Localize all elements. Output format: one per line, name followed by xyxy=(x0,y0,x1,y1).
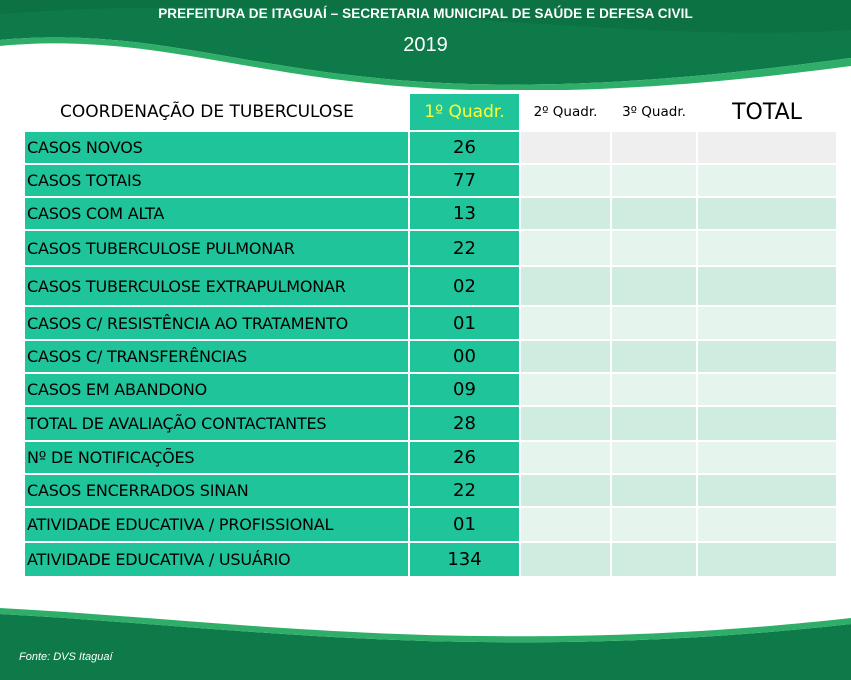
footer-band xyxy=(0,600,851,680)
row-q3-value xyxy=(612,508,696,541)
row-q2-value xyxy=(521,341,610,372)
row-q2-value xyxy=(521,442,610,473)
row-total-value xyxy=(698,442,836,473)
table-row: CASOS ENCERRADOS SINAN 22 xyxy=(25,475,836,506)
row-q1-value: 22 xyxy=(410,475,519,506)
row-total-value xyxy=(698,132,836,163)
row-label: CASOS C/ TRANSFERÊNCIAS xyxy=(25,341,408,372)
row-q2-value xyxy=(521,307,610,339)
header-band: PREFEITURA DE ITAGUAÍ – SECRETARIA MUNIC… xyxy=(0,0,851,90)
header-title: PREFEITURA DE ITAGUAÍ – SECRETARIA MUNIC… xyxy=(158,6,693,21)
row-q3-value xyxy=(612,165,696,196)
footer-source: Fonte: DVS Itaguaí xyxy=(19,651,113,663)
row-total-value xyxy=(698,475,836,506)
row-label: ATIVIDADE EDUCATIVA / USUÁRIO xyxy=(25,543,408,576)
row-total-value xyxy=(698,231,836,265)
column-header-coordination: COORDENAÇÃO DE TUBERCULOSE xyxy=(25,94,408,130)
row-q3-value xyxy=(612,475,696,506)
row-q2-value xyxy=(521,508,610,541)
row-q2-value xyxy=(521,267,610,305)
row-q3-value xyxy=(612,231,696,265)
row-total-value xyxy=(698,165,836,196)
table-row: CASOS EM ABANDONO 09 xyxy=(25,374,836,405)
row-total-value xyxy=(698,508,836,541)
table-row: CASOS TOTAIS 77 xyxy=(25,165,836,196)
row-total-value xyxy=(698,543,836,576)
row-label: CASOS EM ABANDONO xyxy=(25,374,408,405)
table-row: CASOS TUBERCULOSE PULMONAR 22 xyxy=(25,231,836,265)
row-q1-value: 26 xyxy=(410,132,519,163)
row-label: CASOS TUBERCULOSE PULMONAR xyxy=(25,231,408,265)
row-q1-value: 00 xyxy=(410,341,519,372)
row-q1-value: 13 xyxy=(410,198,519,229)
header-wave-decoration xyxy=(0,0,851,90)
row-q1-value: 77 xyxy=(410,165,519,196)
row-q2-value xyxy=(521,231,610,265)
row-q2-value xyxy=(521,132,610,163)
table-row: CASOS COM ALTA 13 xyxy=(25,198,836,229)
header-year: 2019 xyxy=(403,34,448,56)
row-label: TOTAL DE AVALIAÇÃO CONTACTANTES xyxy=(25,407,408,440)
row-total-value xyxy=(698,307,836,339)
column-header-q2: 2º Quadr. xyxy=(521,94,610,130)
row-q3-value xyxy=(612,442,696,473)
table-row: CASOS TUBERCULOSE EXTRAPULMONAR 02 xyxy=(25,267,836,305)
row-q3-value xyxy=(612,407,696,440)
row-total-value xyxy=(698,407,836,440)
row-q2-value xyxy=(521,407,610,440)
row-label: CASOS ENCERRADOS SINAN xyxy=(25,475,408,506)
table-row: Nº DE NOTIFICAÇÕES 26 xyxy=(25,442,836,473)
column-header-q3: 3º Quadr. xyxy=(612,94,696,130)
row-q3-value xyxy=(612,341,696,372)
column-header-total: TOTAL xyxy=(698,94,836,130)
row-label: Nº DE NOTIFICAÇÕES xyxy=(25,442,408,473)
table-row: ATIVIDADE EDUCATIVA / PROFISSIONAL 01 xyxy=(25,508,836,541)
row-q1-value: 01 xyxy=(410,307,519,339)
row-q3-value xyxy=(612,307,696,339)
row-q1-value: 26 xyxy=(410,442,519,473)
row-q2-value xyxy=(521,475,610,506)
row-q3-value xyxy=(612,543,696,576)
row-total-value xyxy=(698,267,836,305)
row-q3-value xyxy=(612,267,696,305)
row-q2-value xyxy=(521,374,610,405)
row-q2-value xyxy=(521,198,610,229)
column-header-q1: 1º Quadr. xyxy=(410,94,519,130)
row-total-value xyxy=(698,374,836,405)
table-row: CASOS NOVOS 26 xyxy=(25,132,836,163)
row-total-value xyxy=(698,198,836,229)
row-q2-value xyxy=(521,165,610,196)
row-label: ATIVIDADE EDUCATIVA / PROFISSIONAL xyxy=(25,508,408,541)
row-q1-value: 09 xyxy=(410,374,519,405)
footer-wave-decoration xyxy=(0,608,851,680)
row-q3-value xyxy=(612,198,696,229)
table-row: ATIVIDADE EDUCATIVA / USUÁRIO 134 xyxy=(25,543,836,576)
row-q2-value xyxy=(521,543,610,576)
row-q1-value: 28 xyxy=(410,407,519,440)
row-q3-value xyxy=(612,132,696,163)
tuberculosis-report-table: COORDENAÇÃO DE TUBERCULOSE 1º Quadr. 2º … xyxy=(23,92,838,578)
table-row: CASOS C/ TRANSFERÊNCIAS 00 xyxy=(25,341,836,372)
row-q1-value: 02 xyxy=(410,267,519,305)
row-q3-value xyxy=(612,374,696,405)
table-row: TOTAL DE AVALIAÇÃO CONTACTANTES 28 xyxy=(25,407,836,440)
row-total-value xyxy=(698,341,836,372)
row-label: CASOS TUBERCULOSE EXTRAPULMONAR xyxy=(25,267,408,305)
table-header-row: COORDENAÇÃO DE TUBERCULOSE 1º Quadr. 2º … xyxy=(25,94,836,130)
row-q1-value: 134 xyxy=(410,543,519,576)
row-q1-value: 01 xyxy=(410,508,519,541)
row-label: CASOS NOVOS xyxy=(25,132,408,163)
row-q1-value: 22 xyxy=(410,231,519,265)
row-label: CASOS TOTAIS xyxy=(25,165,408,196)
row-label: CASOS COM ALTA xyxy=(25,198,408,229)
table-row: CASOS C/ RESISTÊNCIA AO TRATAMENTO 01 xyxy=(25,307,836,339)
row-label: CASOS C/ RESISTÊNCIA AO TRATAMENTO xyxy=(25,307,408,339)
